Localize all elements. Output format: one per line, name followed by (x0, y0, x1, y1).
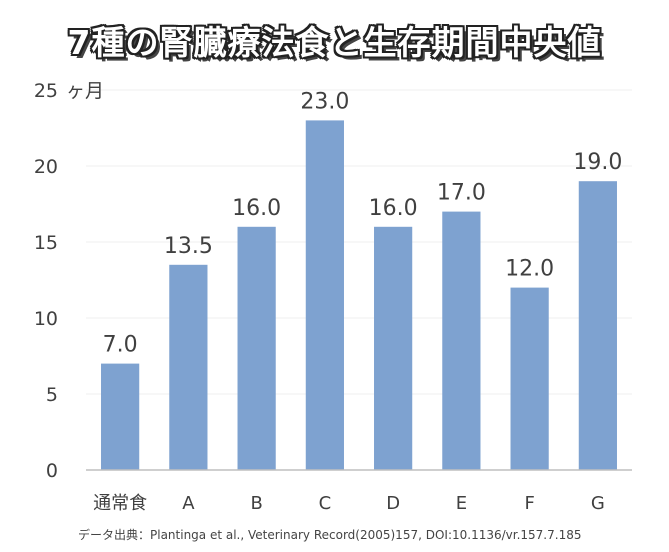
x-ticks: 通常食 A B C D E F G (93, 493, 605, 514)
bars (101, 120, 617, 471)
y-tick-label: 25 (34, 80, 58, 102)
data-label-5: 17.0 (437, 181, 486, 206)
data-label-6: 12.0 (505, 257, 554, 282)
y-tick-label: 20 (34, 156, 58, 178)
data-label-3: 23.0 (300, 89, 349, 114)
x-tick-label-4: D (386, 493, 400, 514)
x-tick-label-7: G (591, 493, 605, 514)
data-label-2: 16.0 (232, 196, 281, 221)
y-tick-label: 0 (46, 460, 58, 482)
bar-2 (237, 226, 276, 470)
x-tick-label-2: B (250, 493, 262, 514)
data-label-7: 19.0 (573, 150, 622, 175)
bar-5 (442, 211, 481, 470)
bar-0 (101, 363, 140, 470)
data-labels: 7.0 13.5 16.0 23.0 16.0 17.0 12.0 19.0 (103, 89, 623, 357)
bar-6 (510, 287, 549, 470)
x-tick-label-5: E (456, 493, 467, 514)
y-ticks: 0 5 10 15 20 25 (34, 80, 58, 482)
chart-title: 7種の腎臓療法食と生存期間中央値 (67, 23, 602, 62)
bar-4 (374, 226, 413, 470)
x-tick-label-3: C (319, 493, 332, 514)
y-tick-label: 10 (34, 308, 58, 330)
data-label-1: 13.5 (164, 234, 213, 259)
x-tick-label-0: 通常食 (93, 493, 147, 514)
y-tick-label: 5 (46, 384, 58, 406)
bar-1 (169, 264, 208, 470)
x-tick-label-1: A (182, 493, 195, 514)
y-tick-label: 15 (34, 232, 58, 254)
source-note: データ出典：Plantinga et al., Veterinary Recor… (78, 528, 582, 542)
y-axis-unit: ヶ月 (66, 80, 104, 102)
data-label-4: 16.0 (369, 196, 418, 221)
bar-7 (578, 181, 617, 470)
data-label-0: 7.0 (103, 333, 138, 358)
bar-3 (305, 120, 344, 471)
x-tick-label-6: F (524, 493, 534, 514)
